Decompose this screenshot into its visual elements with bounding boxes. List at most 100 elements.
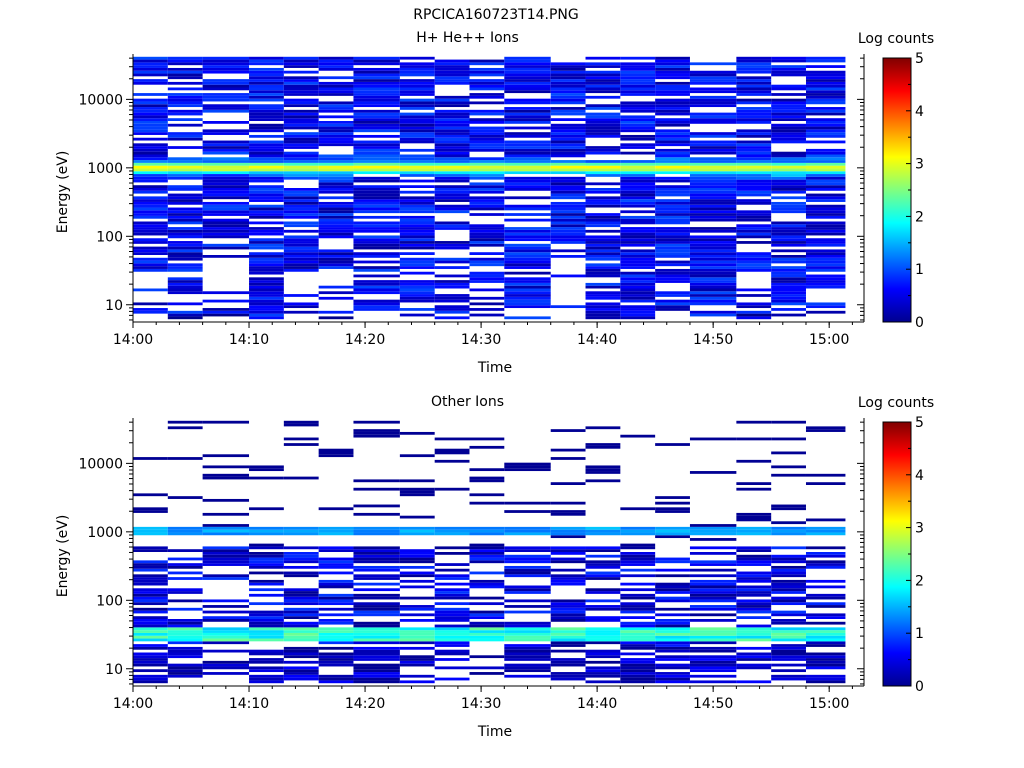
heatmap-cell — [434, 134, 470, 138]
heatmap-cell — [771, 296, 806, 300]
heatmap-cell — [585, 182, 621, 186]
heatmap-cell — [771, 151, 806, 155]
heatmap-cell — [689, 165, 737, 169]
heatmap-cell — [353, 193, 400, 197]
heatmap-cell — [771, 179, 806, 183]
heatmap-cell — [399, 98, 435, 102]
heatmap-cell — [655, 666, 690, 670]
heatmap-cell — [585, 445, 621, 449]
heatmap-cell — [353, 646, 400, 650]
heatmap-cell — [353, 121, 400, 124]
heatmap-cell — [689, 277, 737, 281]
heatmap-cell — [620, 210, 656, 214]
heatmap-cell — [318, 107, 354, 110]
heatmap-cell — [167, 263, 203, 267]
heatmap-cell — [202, 649, 250, 653]
heatmap-cell — [353, 266, 400, 269]
heatmap-cell — [283, 62, 319, 66]
heatmap-cell — [283, 140, 319, 144]
heatmap-cell — [318, 563, 354, 566]
heatmap-cell — [469, 148, 505, 152]
heatmap-cell — [504, 532, 551, 536]
heatmap-cell — [283, 266, 319, 269]
heatmap-cell — [550, 137, 586, 141]
heatmap-cell — [805, 529, 846, 533]
heatmap-cell — [283, 529, 319, 533]
heatmap-cell — [620, 280, 656, 283]
heatmap-cell — [585, 84, 621, 88]
heatmap-cell — [689, 76, 737, 80]
heatmap-cell — [202, 313, 250, 317]
heatmap-cell — [353, 76, 400, 80]
heatmap-cell — [249, 176, 284, 180]
heatmap-cell — [283, 134, 319, 138]
heatmap-cell — [283, 193, 319, 197]
heatmap-cell — [504, 235, 551, 239]
heatmap-cell — [353, 109, 400, 113]
heatmap-cells — [133, 420, 846, 684]
heatmap-cell — [283, 84, 319, 88]
heatmap-cell — [249, 229, 284, 233]
heatmap-cell — [620, 257, 656, 261]
heatmap-cell — [736, 115, 772, 119]
heatmap-cell — [318, 596, 354, 600]
heatmap-cell — [249, 291, 284, 295]
heatmap-cell — [249, 129, 284, 133]
heatmap-cell — [202, 210, 250, 214]
heatmap-cell — [585, 660, 621, 664]
heatmap-cell — [736, 143, 772, 147]
heatmap-cell — [550, 627, 586, 631]
heatmap-cell — [434, 624, 470, 628]
heatmap-cell — [805, 652, 846, 656]
heatmap-cell — [399, 571, 435, 575]
heatmap-cell — [585, 607, 621, 611]
heatmap-cell — [655, 65, 690, 68]
heatmap-cell — [283, 420, 319, 424]
heatmap-cell — [504, 188, 551, 191]
heatmap-cell — [399, 526, 435, 530]
heatmap-cell — [805, 157, 846, 161]
heatmap-cell — [469, 672, 505, 675]
heatmap-cell — [249, 677, 284, 681]
heatmap-cell — [655, 238, 690, 242]
heatmap-cell — [133, 565, 168, 569]
heatmap-cell — [399, 241, 435, 244]
heatmap-cell — [318, 677, 354, 681]
heatmap-cell — [434, 146, 470, 149]
heatmap-cell — [249, 552, 284, 555]
heatmap-cell — [167, 232, 203, 236]
heatmap-cell — [133, 624, 168, 628]
heatmap-cell — [469, 196, 505, 200]
heatmap-cell — [689, 638, 737, 642]
heatmap-cell — [202, 235, 250, 239]
heatmap-cell — [283, 616, 319, 619]
heatmap-cell — [736, 168, 772, 172]
heatmap-cell — [318, 630, 354, 633]
heatmap-cell — [353, 434, 400, 438]
x-tick-label: 14:00 — [113, 332, 153, 348]
heatmap-cell — [504, 168, 551, 172]
heatmap-cell — [585, 619, 621, 622]
heatmap-cell — [689, 579, 737, 583]
heatmap-cell — [689, 87, 737, 91]
heatmap-cells — [133, 56, 846, 320]
heatmap-cell — [399, 185, 435, 188]
heatmap-cell — [469, 579, 505, 583]
heatmap-cell — [655, 107, 690, 110]
heatmap-cell — [133, 132, 168, 135]
heatmap-cell — [133, 238, 168, 242]
heatmap-cell — [249, 627, 284, 631]
heatmap-cell — [771, 84, 806, 88]
heatmap-cell — [655, 162, 690, 166]
heatmap-cell — [585, 574, 621, 578]
heatmap-cell — [736, 652, 772, 656]
heatmap-cell — [805, 627, 846, 631]
heatmap-cell — [202, 201, 250, 205]
heatmap-cell — [550, 146, 586, 149]
heatmap-cell — [353, 431, 400, 435]
heatmap-cell — [805, 123, 846, 127]
heatmap-cell — [771, 190, 806, 194]
heatmap-cell — [736, 635, 772, 639]
heatmap-cell — [434, 437, 470, 441]
heatmap-cell — [434, 176, 470, 180]
